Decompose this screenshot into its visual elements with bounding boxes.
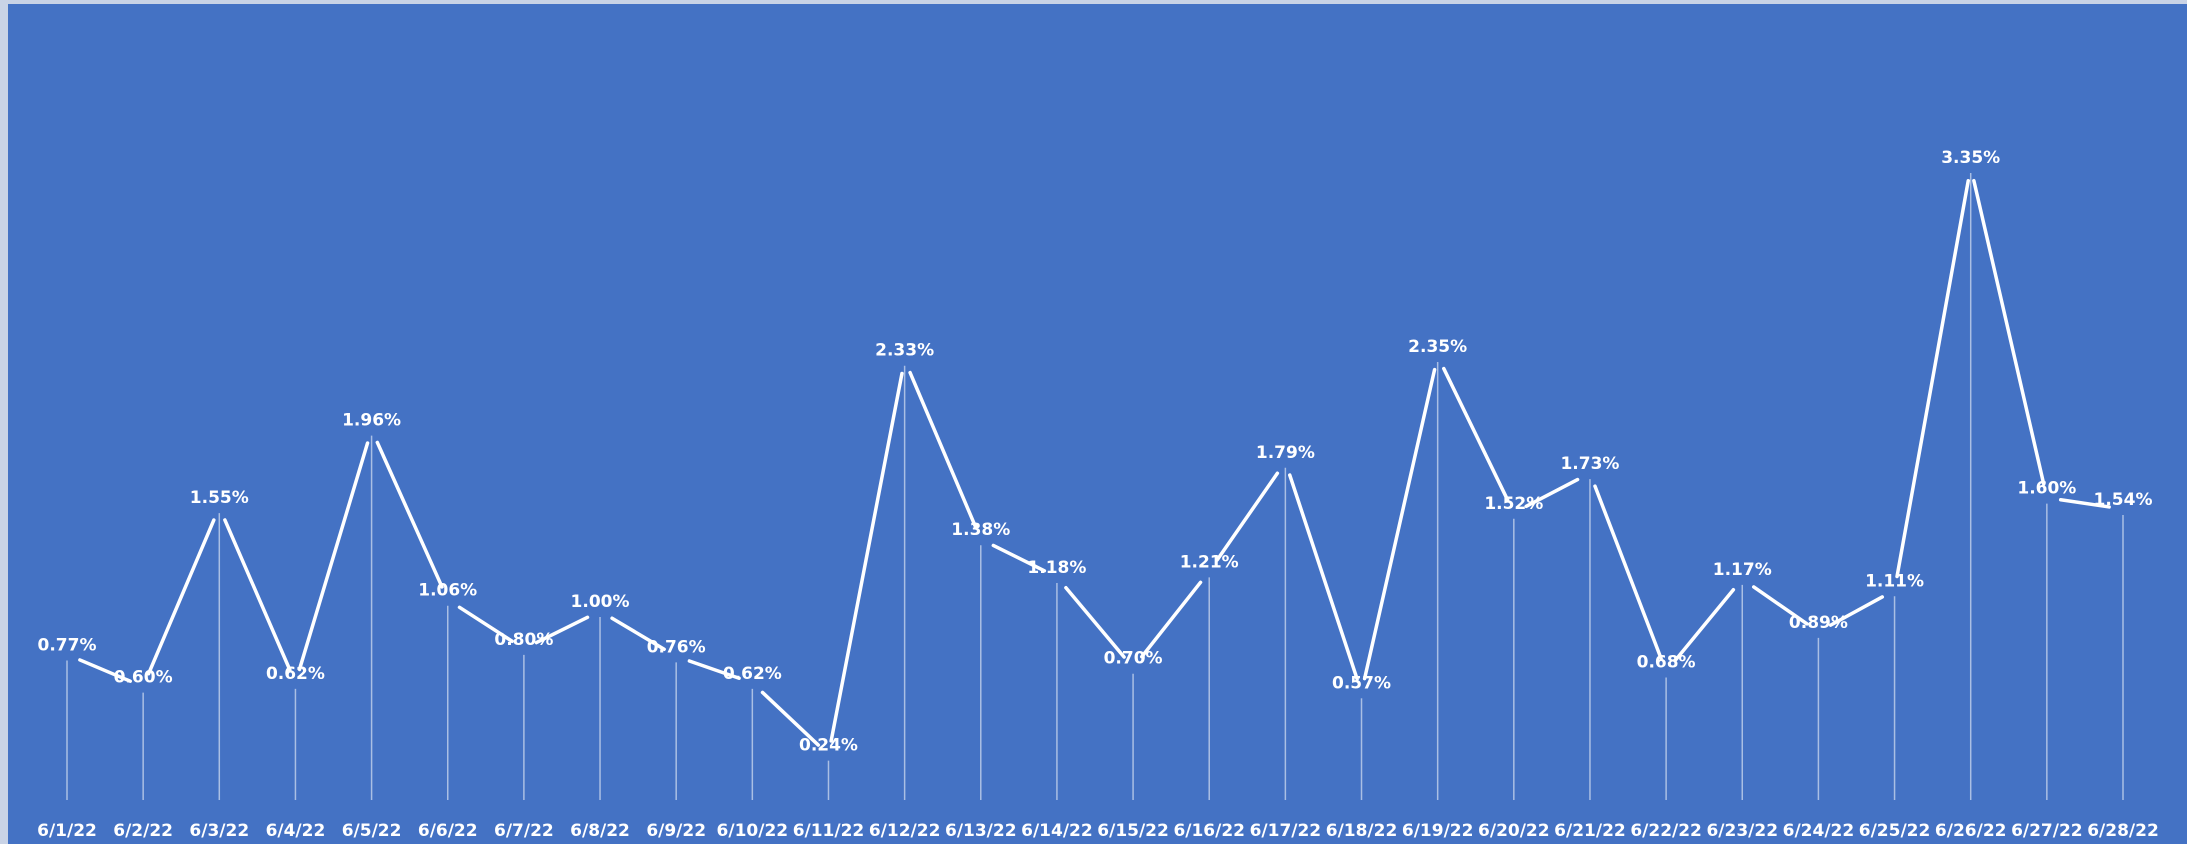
data-label: 0.60% xyxy=(114,668,173,688)
x-tick-label: 6/6/22 xyxy=(418,821,478,841)
data-label: 0.62% xyxy=(266,664,325,684)
x-tick-label: 6/16/22 xyxy=(1173,821,1245,841)
line-segment xyxy=(760,690,821,747)
line-chart: 0.77% 0.60% 1.55% 0.62% 1.96% 1.06% 0.80% 1.00%… xyxy=(37,148,2159,841)
x-tick-label: 6/27/22 xyxy=(2011,821,2083,841)
line-segment xyxy=(534,615,590,645)
data-label: 1.11% xyxy=(1865,571,1924,591)
data-label: 0.80% xyxy=(494,630,553,650)
line-segment xyxy=(1064,586,1126,659)
line-segment xyxy=(297,441,370,672)
x-tick-label: 6/18/22 xyxy=(1326,821,1398,841)
line-segment xyxy=(1524,477,1580,509)
x-tick-label: 6/7/22 xyxy=(494,821,554,841)
x-tick-label: 6/24/22 xyxy=(1783,821,1855,841)
x-tick-label: 6/8/22 xyxy=(570,821,630,841)
line-segment xyxy=(991,543,1047,573)
line-segment xyxy=(1752,585,1809,626)
line-segment xyxy=(1828,595,1885,627)
line-segment xyxy=(1593,484,1663,661)
line-segment xyxy=(908,370,978,529)
line-segment xyxy=(1972,178,2046,486)
x-tick-label: 6/12/22 xyxy=(869,821,941,841)
line-segment xyxy=(223,518,292,672)
data-label: 0.57% xyxy=(1332,673,1391,693)
x-tick-label: 6/14/22 xyxy=(1021,821,1093,841)
x-tick-label: 6/4/22 xyxy=(266,821,326,841)
line-segment xyxy=(1895,179,1970,579)
data-label: 0.24% xyxy=(799,736,858,756)
x-tick-label: 6/15/22 xyxy=(1097,821,1169,841)
x-tick-label: 6/17/22 xyxy=(1250,821,1322,841)
line-segment xyxy=(829,371,904,743)
series-line xyxy=(78,178,2111,747)
x-tick-label: 6/5/22 xyxy=(342,821,402,841)
line-segment xyxy=(1215,471,1280,562)
x-tick-label: 6/1/22 xyxy=(37,821,97,841)
line-segment xyxy=(457,605,514,643)
data-label: 1.96% xyxy=(342,411,401,431)
data-label: 1.73% xyxy=(1560,454,1619,474)
x-tick-label: 6/23/22 xyxy=(1706,821,1778,841)
drop-lines xyxy=(66,173,2124,800)
x-tick-label: 6/2/22 xyxy=(113,821,173,841)
x-tick-label: 6/11/22 xyxy=(793,821,865,841)
x-tick-label: 6/13/22 xyxy=(945,821,1017,841)
x-tick-label: 6/3/22 xyxy=(189,821,249,841)
data-label: 0.77% xyxy=(38,636,97,656)
line-segment xyxy=(1673,587,1736,663)
x-tick-label: 6/28/22 xyxy=(2087,821,2159,841)
chart-panel: 0.77% 0.60% 1.55% 0.62% 1.96% 1.06% 0.80% 1.00%… xyxy=(8,4,2187,844)
data-label: 2.33% xyxy=(875,341,934,361)
data-label: 1.54% xyxy=(2094,490,2153,510)
line-segment xyxy=(1288,473,1359,681)
line-segment xyxy=(2058,497,2111,509)
line-segment xyxy=(146,518,216,676)
data-label: 1.55% xyxy=(190,488,249,508)
line-segment xyxy=(1140,580,1203,659)
x-tick-label: 6/22/22 xyxy=(1630,821,1702,841)
data-label: 3.35% xyxy=(1941,148,2000,168)
data-label: 0.68% xyxy=(1637,653,1696,673)
line-segment xyxy=(687,659,741,681)
data-label: 1.60% xyxy=(2017,479,2076,499)
line-segment xyxy=(78,658,132,683)
data-label: 1.06% xyxy=(418,581,477,601)
data-label: 1.21% xyxy=(1180,552,1239,572)
data-labels: 0.77% 0.60% 1.55% 0.62% 1.96% 1.06% 0.80% 1.00%… xyxy=(38,148,2153,756)
data-label: 1.17% xyxy=(1713,560,1772,580)
data-label: 0.62% xyxy=(723,664,782,684)
x-tick-label: 6/25/22 xyxy=(1859,821,1931,841)
data-label: 1.18% xyxy=(1027,558,1086,578)
x-tick-label: 6/26/22 xyxy=(1935,821,2007,841)
line-segment xyxy=(375,440,444,589)
line-segment xyxy=(1362,367,1437,681)
data-label: 2.35% xyxy=(1408,337,1467,357)
data-label: 1.52% xyxy=(1484,494,1543,514)
line-segment xyxy=(1442,366,1510,502)
line-segment xyxy=(610,616,666,651)
x-tick-label: 6/10/22 xyxy=(717,821,789,841)
x-tick-label: 6/21/22 xyxy=(1554,821,1626,841)
data-label: 0.76% xyxy=(647,637,706,657)
x-axis-labels: 6/1/22 6/2/22 6/3/22 6/4/22 6/5/22 6/6/22 6/7/… xyxy=(37,821,2159,841)
data-label: 1.79% xyxy=(1256,443,1315,463)
data-label: 0.70% xyxy=(1104,649,1163,669)
data-label: 0.89% xyxy=(1789,613,1848,633)
data-label: 1.38% xyxy=(951,520,1010,540)
x-tick-label: 6/20/22 xyxy=(1478,821,1550,841)
data-label: 1.00% xyxy=(571,592,630,612)
x-tick-label: 6/9/22 xyxy=(646,821,706,841)
x-tick-label: 6/19/22 xyxy=(1402,821,1474,841)
